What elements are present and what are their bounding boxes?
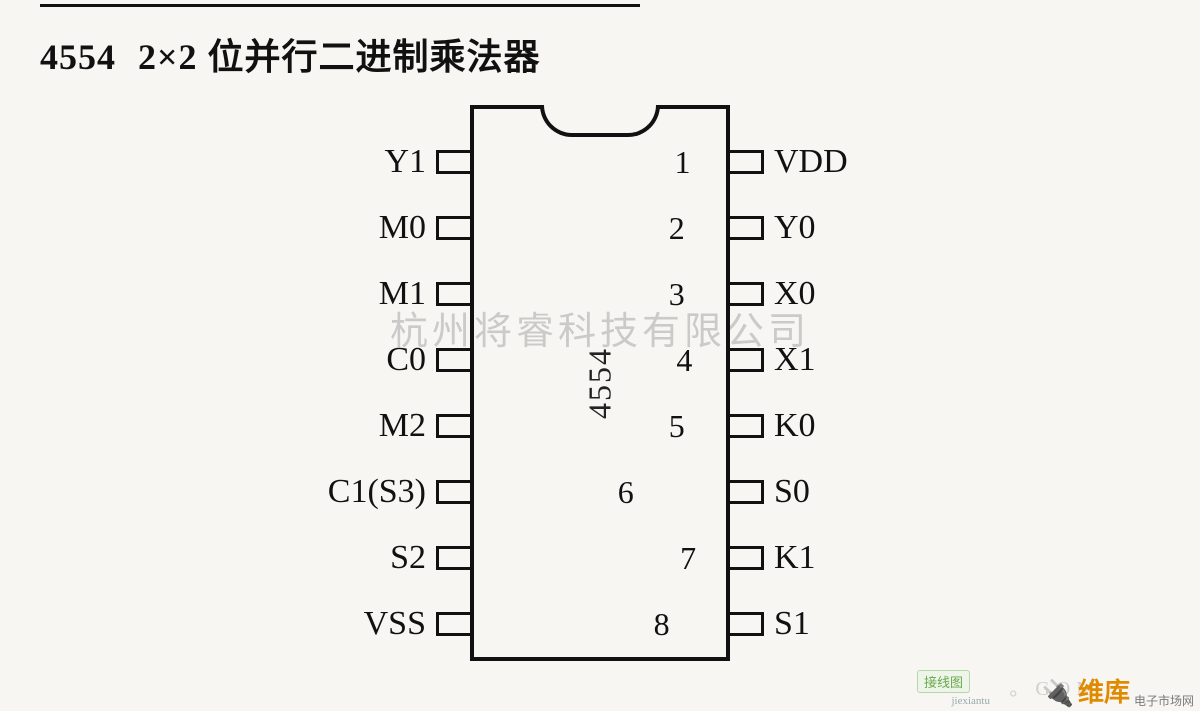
pin-12: K012 <box>730 411 816 441</box>
pin-8-pad-icon <box>436 612 470 636</box>
pin-8: VSS8 <box>364 609 470 639</box>
pin-7: S27 <box>390 543 470 573</box>
title-text: 2×2 位并行二进制乘法器 <box>138 37 541 77</box>
pin-11-pad-icon <box>730 480 764 504</box>
pin-6: C1(S3)6 <box>328 477 470 507</box>
pin-6-number: 6 <box>618 474 634 511</box>
pin-13-label: X1 <box>774 341 816 379</box>
pin-11-label: S0 <box>774 473 810 511</box>
pin-4-number: 4 <box>676 342 692 379</box>
pin-7-pad-icon <box>436 546 470 570</box>
pin-15-pad-icon <box>730 216 764 240</box>
weiku-logo-sub: 电子市场网 <box>1134 692 1194 709</box>
pin-4: C04 <box>386 345 470 375</box>
pin-6-pad-icon <box>436 480 470 504</box>
pin-4-pad-icon <box>436 348 470 372</box>
pin-9-label: S1 <box>774 605 810 643</box>
pin-15: Y015 <box>730 213 816 243</box>
pin-8-label: VSS <box>364 605 426 643</box>
pin-5-number: 5 <box>669 408 685 445</box>
pin-7-label: S2 <box>390 539 426 577</box>
chip-body: 4554 <box>470 105 730 661</box>
pin-14-pad-icon <box>730 282 764 306</box>
pin-12-label: K0 <box>774 407 816 445</box>
footer-pinyin: jiexiantu <box>952 695 991 707</box>
pin-2-pad-icon <box>436 216 470 240</box>
pin-13: X113 <box>730 345 816 375</box>
pin-1-label: Y1 <box>384 143 426 181</box>
page-title: 4554 2×2 位并行二进制乘法器 <box>40 28 541 80</box>
pin-2-number: 2 <box>669 210 685 247</box>
pin-6-label: C1(S3) <box>328 473 426 511</box>
pin-3-label: M1 <box>379 275 426 313</box>
pin-1: Y11 <box>384 147 470 177</box>
pin-9-pad-icon <box>730 612 764 636</box>
pin-5: M25 <box>379 411 470 441</box>
chip-diagram: 4554 Y11M02M13C04M25C1(S3)6S27VSS8VDD16Y… <box>0 105 1200 685</box>
pin-7-number: 7 <box>680 540 696 577</box>
pin-5-pad-icon <box>436 414 470 438</box>
pin-16: VDD16 <box>730 147 848 177</box>
chip-notch-icon <box>540 105 660 137</box>
pin-10-pad-icon <box>730 546 764 570</box>
pin-11: S011 <box>730 477 810 507</box>
pin-10: K110 <box>730 543 816 573</box>
pin-14-label: X0 <box>774 275 816 313</box>
pin-8-number: 8 <box>654 606 670 643</box>
pin-5-label: M2 <box>379 407 426 445</box>
pin-15-label: Y0 <box>774 209 816 247</box>
pin-9: S19 <box>730 609 810 639</box>
pin-1-number: 1 <box>674 144 690 181</box>
pin-3: M13 <box>379 279 470 309</box>
pin-16-label: VDD <box>774 143 848 181</box>
chip-part-number: 4554 <box>582 347 619 419</box>
pin-10-label: K1 <box>774 539 816 577</box>
pin-1-pad-icon <box>436 150 470 174</box>
pin-3-number: 3 <box>669 276 685 313</box>
pin-2-label: M0 <box>379 209 426 247</box>
pin-12-pad-icon <box>730 414 764 438</box>
pin-4-label: C0 <box>386 341 426 379</box>
title-number: 4554 <box>40 37 116 77</box>
pin-16-pad-icon <box>730 150 764 174</box>
top-rule <box>40 4 640 7</box>
pin-14: X014 <box>730 279 816 309</box>
pin-13-pad-icon <box>730 348 764 372</box>
pin-2: M02 <box>379 213 470 243</box>
pin-3-pad-icon <box>436 282 470 306</box>
